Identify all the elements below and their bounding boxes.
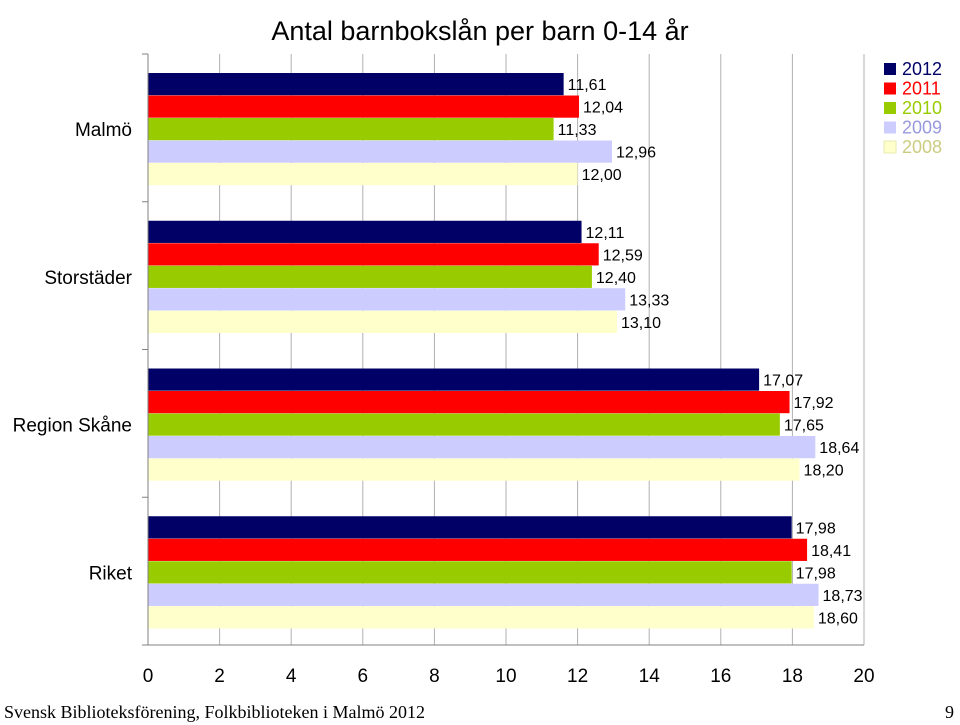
bar-region-skane-2012: [148, 368, 760, 391]
data-label-region-skane-2010: 17,65: [784, 418, 824, 435]
category-label-riket: Riket: [89, 563, 133, 584]
x-tick-label: 12: [567, 666, 588, 687]
bar-storstader-2008: [148, 310, 617, 333]
legend-label-2012: 2012: [902, 59, 942, 79]
data-label-storstader-2011: 12,59: [603, 247, 643, 264]
chart-title: Antal barnbokslån per barn 0-14 år: [271, 16, 688, 46]
data-label-malmo-2012: 11,61: [568, 77, 607, 94]
x-tick-label: 18: [782, 666, 803, 687]
bar-region-skane-2011: [148, 391, 790, 414]
data-label-malmo-2009: 12,96: [616, 145, 656, 162]
data-label-riket-2012: 17,98: [796, 520, 836, 537]
data-label-region-skane-2009: 18,64: [819, 440, 859, 457]
category-label-region-skane: Region Skåne: [13, 416, 132, 437]
legend-label-2011: 2011: [902, 79, 941, 99]
data-label-malmo-2008: 12,00: [582, 167, 622, 184]
x-tick-label: 14: [639, 666, 661, 687]
footer-source: Svensk Biblioteksförening, Folkbibliotek…: [4, 702, 425, 722]
legend-swatch-2009: [884, 121, 896, 134]
data-label-storstader-2008: 13,10: [621, 315, 661, 332]
bar-malmo-2011: [148, 95, 580, 118]
x-tick-label: 2: [214, 666, 225, 687]
x-tick-label: 6: [358, 666, 369, 687]
data-label-riket-2008: 18,60: [818, 610, 858, 627]
bar-region-skane-2008: [148, 458, 800, 481]
data-labels: 11,61 12,04 11,33 12,96 12,00 12,11 12,59 12,40…: [558, 77, 863, 627]
data-label-malmo-2010: 11,33: [558, 122, 597, 139]
bar-storstader-2011: [148, 243, 599, 266]
x-tick-label: 4: [286, 666, 297, 687]
data-label-region-skane-2011: 17,92: [794, 395, 834, 412]
bar-riket-2010: [148, 561, 792, 584]
bar-riket-2009: [148, 583, 819, 606]
bar-malmo-2012: [148, 73, 564, 96]
data-label-storstader-2009: 13,33: [629, 292, 669, 309]
bar-storstader-2010: [148, 265, 592, 288]
x-tick-label: 16: [710, 666, 731, 687]
bar-riket-2012: [148, 516, 792, 539]
bar-chart: Antal barnbokslån per barn 0-14 år 11,61…: [13, 16, 942, 687]
bar-storstader-2009: [148, 288, 626, 311]
legend-swatch-2008: [883, 140, 897, 154]
bar-region-skane-2010: [148, 413, 780, 436]
bar-malmo-2008: [148, 163, 578, 186]
x-tick-label: 10: [495, 666, 516, 687]
footer: Svensk Biblioteksförening, Folkbibliotek…: [0, 698, 960, 725]
data-label-malmo-2011: 12,04: [583, 100, 623, 117]
legend-label-2008: 2008: [902, 137, 942, 157]
legend-label-2010: 2010: [902, 98, 942, 118]
bar-malmo-2009: [148, 140, 612, 163]
data-label-region-skane-2012: 17,07: [763, 373, 803, 390]
legend-label-2009: 2009: [902, 118, 942, 138]
x-tick-label: 20: [853, 666, 874, 687]
data-label-riket-2010: 17,98: [796, 565, 836, 582]
category-label-malmo: Malmö: [75, 120, 132, 141]
bar-riket-2011: [148, 538, 808, 561]
x-tick-label: 8: [429, 666, 440, 687]
data-label-riket-2009: 18,73: [823, 588, 863, 605]
bars: [148, 73, 819, 629]
legend-swatch-2011: [884, 82, 896, 95]
bar-region-skane-2009: [148, 436, 816, 459]
page-number: 9: [945, 702, 954, 722]
legend-swatch-2012: [884, 63, 896, 75]
data-label-storstader-2012: 12,11: [586, 225, 625, 242]
axes: 0 2 4 6 8 10 12 14 16 18 20 Malmö Storstäder Region S…: [13, 53, 875, 687]
x-tick-label: 0: [143, 666, 154, 687]
data-label-storstader-2010: 12,40: [596, 270, 636, 287]
bar-riket-2008: [148, 606, 814, 629]
category-label-storstader: Storstäder: [44, 268, 132, 289]
data-label-riket-2011: 18,41: [811, 543, 851, 560]
legend-swatch-2010: [884, 102, 896, 114]
bar-malmo-2010: [148, 118, 554, 141]
data-label-region-skane-2008: 18,20: [804, 463, 844, 480]
bar-storstader-2012: [148, 220, 582, 243]
